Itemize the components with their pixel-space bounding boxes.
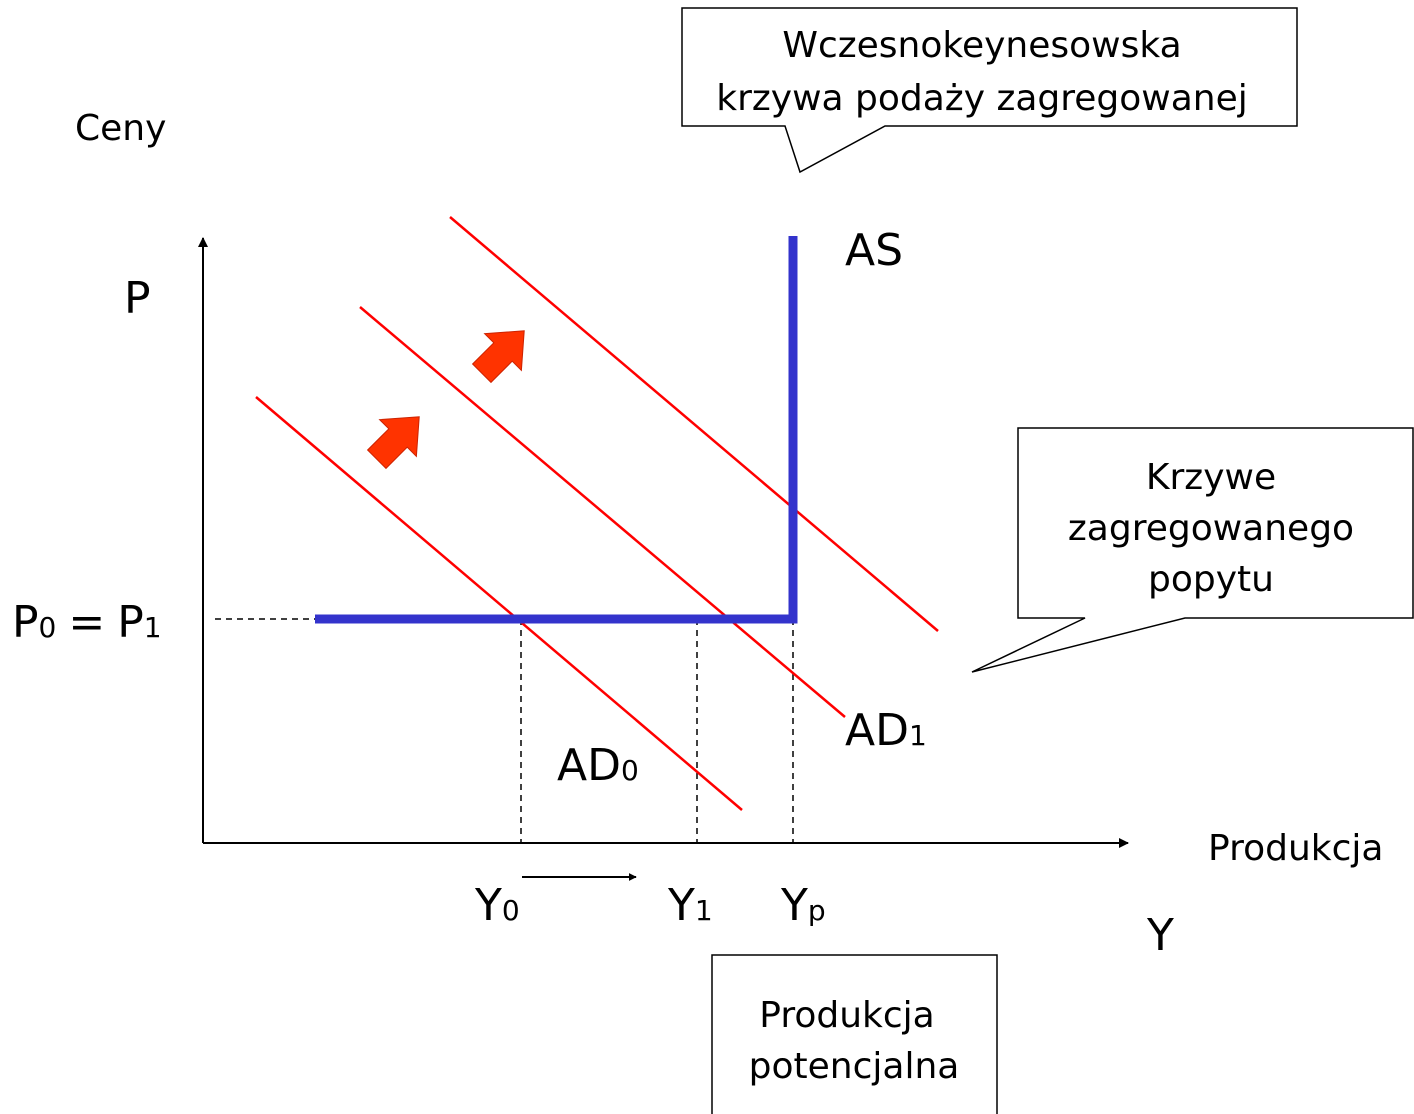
label-text: Y — [667, 880, 695, 931]
x-symbol: Y — [1146, 910, 1174, 961]
output-label: Yp — [780, 880, 826, 931]
guides — [215, 618, 794, 843]
callout-line: popytu — [1148, 559, 1274, 600]
curve-label: AD0 — [557, 740, 639, 791]
callout: Produkcja potencjalna — [711, 954, 998, 1114]
label-equals: = — [68, 597, 105, 648]
label-sub: 0 — [621, 754, 639, 787]
as-curve — [315, 236, 798, 624]
y-title: Ceny — [75, 108, 166, 149]
ad0-curve — [255, 396, 743, 811]
curve-label: AD1 — [845, 705, 927, 756]
label-sub: 1 — [695, 894, 713, 927]
shift-arrows — [366, 330, 525, 470]
callout-line: Wczesnokeynesowska — [782, 25, 1181, 66]
output-label: Y1 — [667, 880, 713, 931]
label-sub: 1 — [144, 611, 162, 644]
ad-curves — [255, 216, 939, 811]
label-sub: 0 — [39, 611, 57, 644]
label-sub: 0 — [502, 894, 520, 927]
label-text: AS — [845, 225, 903, 276]
label-text: Y — [780, 880, 808, 931]
x-title: Produkcja — [1208, 828, 1383, 869]
callout-line: potencjalna — [749, 1046, 960, 1087]
callout-line: Krzywe — [1146, 457, 1276, 498]
label-text: Y — [474, 880, 502, 931]
label-sub: p — [808, 894, 826, 927]
callout-box — [971, 427, 1414, 673]
label-text: P — [117, 597, 144, 648]
shift-arrow — [471, 330, 525, 384]
callout: Krzywe zagregowanego popytu — [971, 427, 1414, 673]
label-text: AD — [557, 740, 621, 791]
label-sub: 1 — [909, 719, 927, 752]
output-label: Y0 — [474, 880, 520, 931]
callout: Wczesnokeynesowska krzywa podaży zagrego… — [681, 7, 1298, 174]
ad2-curve — [449, 216, 939, 632]
callout-line: Produkcja — [759, 995, 934, 1036]
callout-line: krzywa podaży zagregowanej — [716, 78, 1248, 119]
curve-label: AS — [845, 225, 903, 276]
ad1-curve — [359, 306, 846, 718]
label-text: AD — [845, 705, 909, 756]
callout-line: zagregowanego — [1068, 508, 1354, 549]
y-symbol: P — [124, 273, 151, 324]
callout-box — [681, 7, 1298, 174]
callout-box — [711, 954, 998, 1114]
price-label: P0 = P1 — [12, 597, 162, 648]
shift-arrow — [366, 416, 420, 470]
label-text: P — [12, 597, 39, 648]
